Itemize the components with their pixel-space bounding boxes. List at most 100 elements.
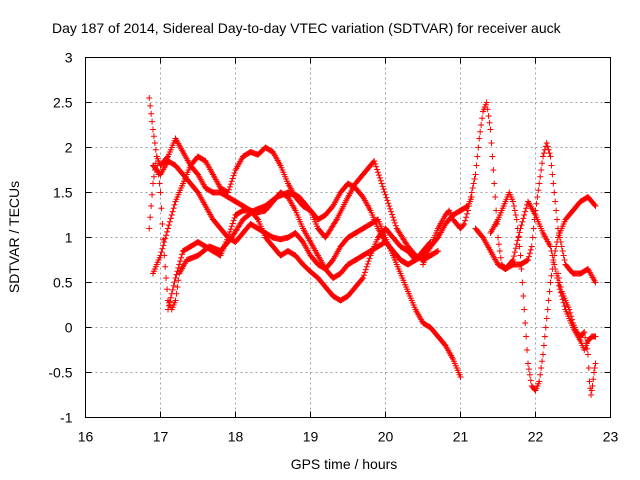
data-point <box>513 241 520 248</box>
data-point <box>566 306 573 313</box>
data-point <box>146 95 153 101</box>
data-point <box>485 113 492 119</box>
data-point <box>473 162 480 169</box>
data-point <box>539 358 546 365</box>
y-tick-label: 1 <box>65 230 73 246</box>
data-point <box>171 201 178 208</box>
data-point <box>179 251 186 258</box>
data-point <box>561 303 568 310</box>
data-point <box>516 229 523 236</box>
data-point <box>463 214 470 221</box>
data-point <box>591 201 598 208</box>
data-point <box>588 387 595 394</box>
data-point <box>512 245 519 252</box>
data-point <box>161 239 168 245</box>
data-point <box>515 233 522 240</box>
data-point <box>391 219 398 226</box>
data-point <box>540 150 547 157</box>
data-point <box>511 207 518 214</box>
data-point <box>525 360 531 367</box>
data-point <box>492 194 499 200</box>
data-point <box>465 203 472 209</box>
data-point <box>530 225 537 232</box>
data-point <box>491 180 498 187</box>
data-point <box>361 269 368 276</box>
data-point <box>550 180 557 187</box>
data-point <box>534 194 541 200</box>
data-point <box>527 377 534 384</box>
data-point <box>518 266 525 272</box>
data-point <box>162 235 169 242</box>
series-sat-i <box>555 270 599 398</box>
data-point <box>405 261 411 268</box>
data-point <box>332 217 339 224</box>
data-point <box>519 279 526 286</box>
data-point <box>151 140 158 146</box>
x-tick-label: 19 <box>303 429 319 445</box>
data-point <box>547 279 554 286</box>
data-point <box>488 140 495 146</box>
data-point <box>520 293 527 299</box>
data-point <box>487 126 494 133</box>
data-point <box>226 183 233 190</box>
data-point <box>158 249 165 256</box>
data-point <box>556 279 563 286</box>
data-point <box>568 313 575 320</box>
data-point <box>567 309 574 316</box>
data-point <box>470 180 477 187</box>
data-point <box>150 173 157 180</box>
data-point <box>522 320 529 326</box>
data-point <box>384 197 391 204</box>
data-point <box>157 189 164 196</box>
data-point <box>559 248 566 254</box>
data-point <box>548 272 555 279</box>
data-point <box>163 275 170 281</box>
y-tick-label: -0.5 <box>48 365 72 381</box>
axis-ticks <box>85 57 611 418</box>
data-point <box>552 266 559 272</box>
data-point <box>592 203 599 209</box>
data-point <box>172 275 179 281</box>
data-point <box>541 333 548 340</box>
data-point <box>529 234 536 241</box>
data-point <box>373 163 380 170</box>
x-tick-label: 21 <box>453 429 469 445</box>
y-tick-label: -1 <box>60 410 73 426</box>
data-point <box>229 175 236 182</box>
chart-title: Day 187 of 2014, Sidereal Day-to-day VTE… <box>52 20 562 36</box>
data-point <box>523 333 530 340</box>
data-point <box>386 203 393 209</box>
data-point <box>535 187 542 194</box>
data-point <box>555 270 561 277</box>
data-point <box>549 252 556 259</box>
x-axis-label: GPS time / hours <box>291 456 398 472</box>
data-point <box>390 214 396 221</box>
x-tick-labels: 16 17 18 19 20 21 22 23 <box>78 429 619 445</box>
data-point <box>561 257 568 263</box>
series-sat-c <box>150 158 464 380</box>
data-point <box>592 360 599 367</box>
data-point <box>510 253 517 260</box>
data-point <box>560 252 567 259</box>
data-point <box>544 306 551 313</box>
data-point <box>510 198 516 205</box>
data-point <box>521 212 528 218</box>
data-point <box>152 146 159 153</box>
x-tick-label: 22 <box>528 429 544 445</box>
data-point <box>519 218 526 225</box>
data-point <box>150 126 156 133</box>
data-point <box>517 225 524 232</box>
data-point <box>359 276 366 283</box>
data-point <box>497 254 504 261</box>
data-point <box>148 203 155 209</box>
data-point <box>175 264 182 271</box>
data-point <box>156 180 163 187</box>
data-point <box>527 246 534 253</box>
data-point <box>149 118 156 125</box>
data-point <box>540 342 547 349</box>
data-point <box>176 261 183 268</box>
data-point <box>543 315 550 322</box>
data-point <box>546 288 553 295</box>
data-point <box>174 284 181 290</box>
